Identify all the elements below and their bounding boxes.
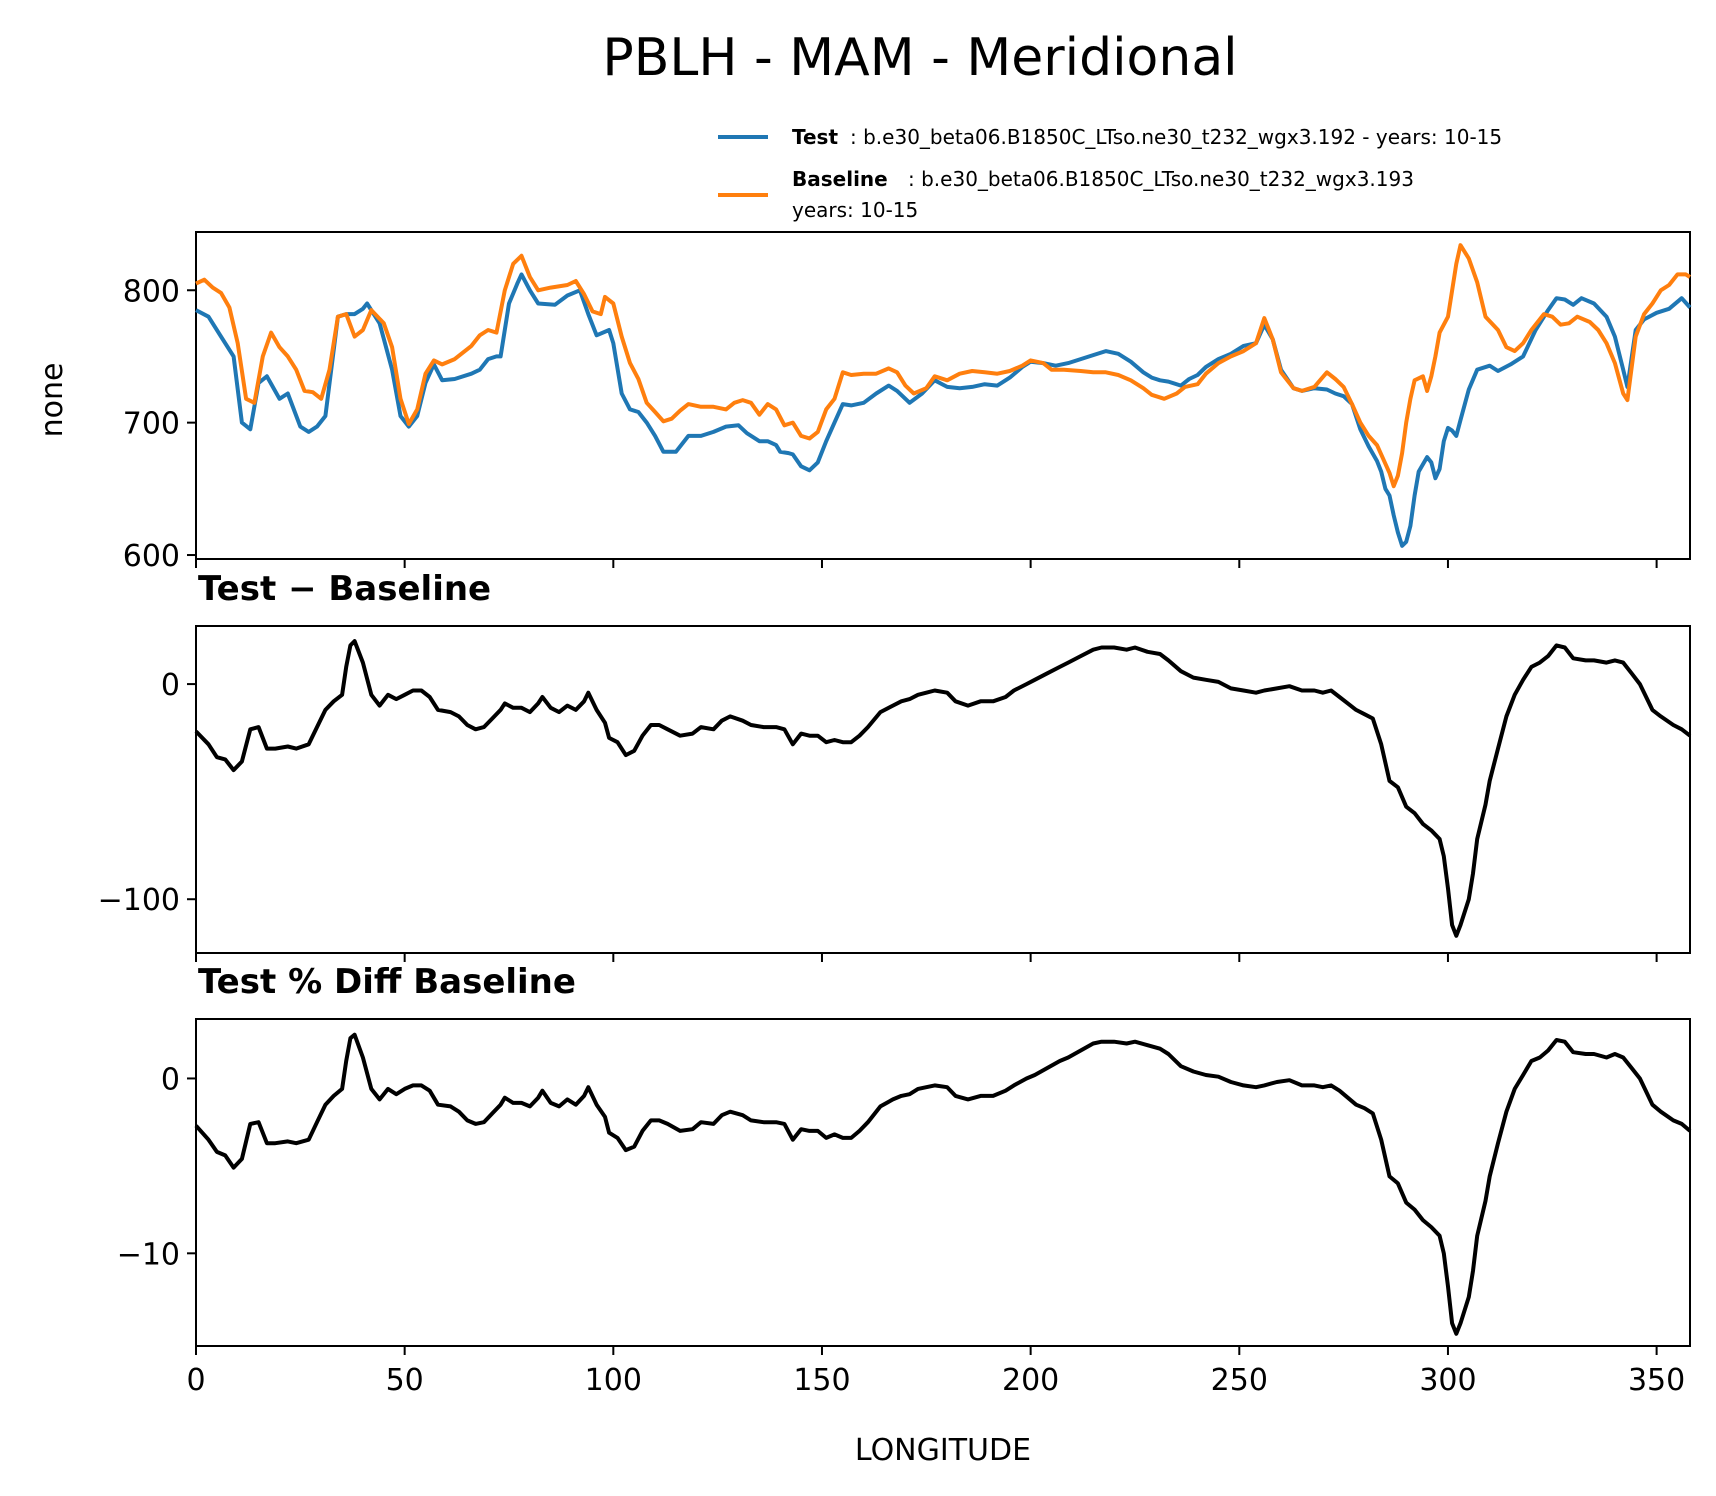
- x-tick-label-7: 350: [1628, 1363, 1685, 1398]
- panel-diff-frame: [195, 625, 1691, 954]
- legend: Test : b.e30_beta06.B1850C_LTso.ne30_t23…: [718, 125, 1502, 222]
- series-line-baseline: [195, 243, 1692, 489]
- y-tick-label-0: 0: [161, 1062, 180, 1097]
- panel-values-yticks: 600 700 800: [123, 274, 196, 574]
- x-tick-label-6: 300: [1419, 1363, 1476, 1398]
- panel-diff-title: Test − Baseline: [198, 569, 491, 609]
- legend-test-name: Test: [792, 125, 838, 149]
- y-tick-label-1: 700: [123, 407, 180, 442]
- x-tick-label-5: 250: [1211, 1363, 1268, 1398]
- legend-baseline-text: b.e30_beta06.B1850C_LTso.ne30_t232_wgx3.…: [921, 167, 1414, 191]
- panel-diff-yticks: 0 −100: [98, 668, 196, 918]
- x-tick-label-2: 100: [585, 1363, 642, 1398]
- series-line-test: [195, 272, 1692, 548]
- x-tick-label-4: 200: [1002, 1363, 1059, 1398]
- panel-values: 600 700 800 none: [35, 231, 1692, 574]
- series-line-test-diff-baseline: [194, 1032, 1692, 1336]
- chart-title: PBLH - MAM - Meridional: [602, 28, 1237, 88]
- panel-diff-xticks: [195, 953, 1658, 962]
- legend-baseline-years: years: 10-15: [792, 198, 918, 222]
- y-tick-label-0: 0: [161, 668, 180, 703]
- series-line-test-baseline: [194, 639, 1692, 938]
- panel-values-series: [195, 243, 1692, 548]
- x-tick-label-1: 50: [386, 1363, 424, 1398]
- panel-pctdiff-yticks: 0 −10: [117, 1062, 196, 1272]
- panel-pctdiff-frame: [195, 1018, 1691, 1347]
- y-tick-label-0: 600: [123, 539, 180, 574]
- legend-test-label: : b.e30_beta06.B1850C_LTso.ne30_t232_wgx…: [850, 125, 1502, 149]
- panel-pctdiff-series: [194, 1032, 1692, 1336]
- legend-test-text: b.e30_beta06.B1850C_LTso.ne30_t232_wgx3.…: [863, 125, 1502, 149]
- x-tick-label-3: 150: [793, 1363, 850, 1398]
- x-axis-label: LONGITUDE: [855, 1433, 1031, 1468]
- y-tick-label-1: −100: [98, 883, 180, 918]
- panel-values-xticks: [195, 559, 1658, 568]
- panel-pctdiff-title: Test % Diff Baseline: [198, 962, 576, 1002]
- panel-pctdiff-xticks: 0 50 100 150 200 250 300 350: [186, 1346, 1685, 1398]
- panel-diff: Test − Baseline 0 −100: [98, 569, 1692, 962]
- y-tick-label-2: 800: [123, 274, 180, 309]
- x-tick-label-0: 0: [186, 1363, 205, 1398]
- panel-values-ylabel: none: [35, 363, 70, 438]
- panel-diff-series: [194, 639, 1692, 938]
- panel-values-frame: [195, 231, 1691, 560]
- y-tick-label-1: −10: [117, 1237, 180, 1272]
- legend-baseline-name: Baseline: [792, 167, 888, 191]
- legend-baseline-label: : b.e30_beta06.B1850C_LTso.ne30_t232_wgx…: [908, 167, 1414, 191]
- panel-pctdiff: Test % Diff Baseline 0 50 100 150 200 250 300 3…: [117, 962, 1692, 1398]
